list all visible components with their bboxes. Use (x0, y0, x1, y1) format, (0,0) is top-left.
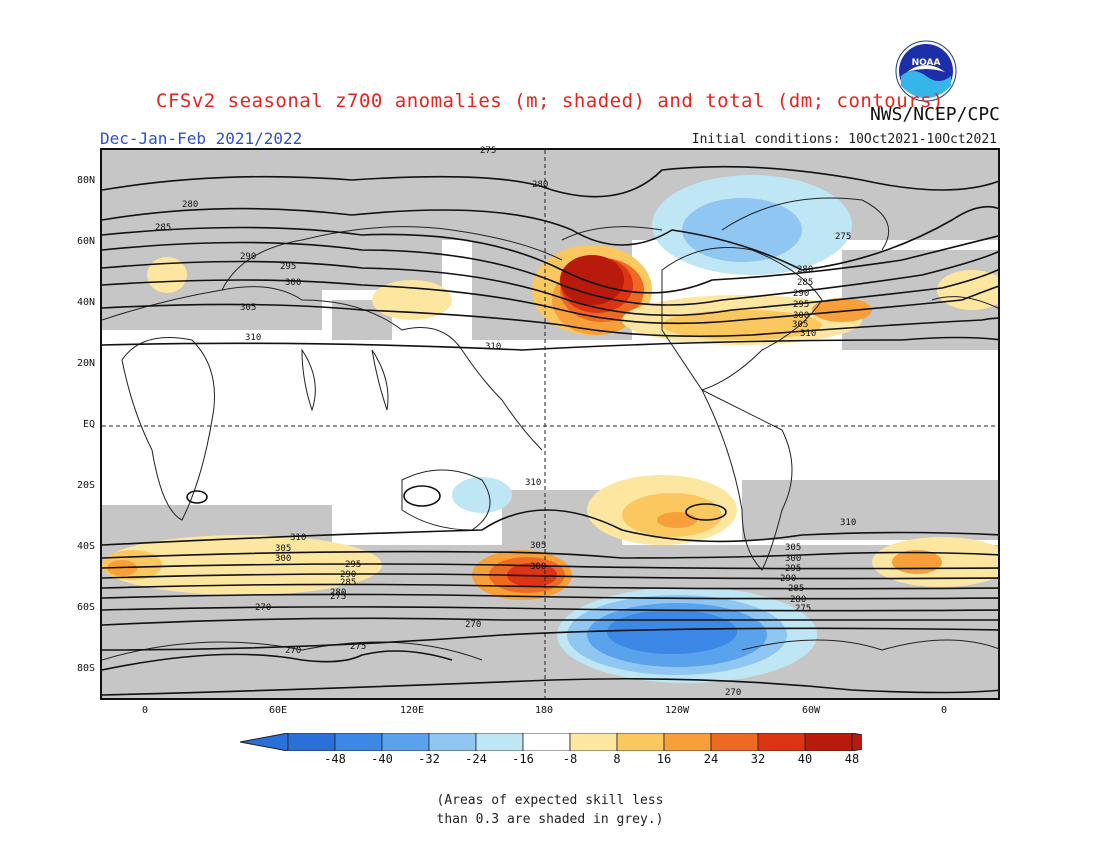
forecast-period: Dec-Jan-Feb 2021/2022 (100, 129, 303, 148)
noaa-logo: NOAA (895, 40, 957, 106)
colorbar-segment (757, 732, 806, 752)
lon-label: 120E (399, 705, 425, 716)
lat-label: 60S (76, 602, 95, 613)
lon-label: 0 (940, 705, 948, 716)
lon-label: 120W (664, 705, 690, 716)
colorbar-segment (663, 732, 712, 752)
skill-note-line2: than 0.3 are shaded in grey.) (436, 812, 664, 827)
reference-lines (102, 150, 998, 698)
height-contours-nh (102, 165, 998, 351)
low-skill-grey-areas (102, 150, 998, 698)
coastlines (102, 197, 998, 661)
lat-label: 20S (76, 480, 95, 491)
colorbar-arrow-right (851, 732, 901, 752)
colorbar-segment (710, 732, 759, 752)
chart-title: CFSv2 seasonal z700 anomalies (m; shaded… (156, 90, 944, 112)
colorbar-segment (334, 732, 383, 752)
lat-label: 80S (76, 663, 95, 674)
colorbar-segment (522, 732, 571, 752)
lat-label: EQ (82, 419, 95, 430)
agency-label: NWS/NCEP/CPC (869, 104, 1000, 125)
skill-note: (Areas of expected skill less than 0.3 a… (0, 791, 1100, 829)
lat-label: 60N (76, 236, 95, 247)
lon-label: 60W (801, 705, 821, 716)
colorbar-segment (616, 732, 665, 752)
colorbar-segment (475, 732, 524, 752)
lon-label: 0 (141, 705, 149, 716)
lat-label: 40S (76, 541, 95, 552)
colorbar-segment (381, 732, 430, 752)
anomaly-map (100, 148, 1000, 700)
colorbar-segment (428, 732, 477, 752)
map-canvas (102, 150, 998, 698)
colorbar (239, 732, 901, 755)
lat-label: 80N (76, 175, 95, 186)
height-contours-sh (102, 485, 998, 696)
colorbar-segment (287, 732, 336, 752)
positive-anomalies (102, 245, 998, 600)
lon-label: 180 (534, 705, 554, 716)
svg-text:NOAA: NOAA (912, 58, 941, 68)
lon-label: 60E (268, 705, 288, 716)
colorbar-segment (804, 732, 853, 752)
colorbar-segment (569, 732, 618, 752)
lat-label: 40N (76, 297, 95, 308)
skill-note-line1: (Areas of expected skill less (436, 793, 664, 808)
lat-label: 20N (76, 358, 95, 369)
colorbar-arrow-left (239, 732, 289, 752)
initial-conditions: Initial conditions: 10Oct2021-10Oct2021 (691, 132, 997, 147)
